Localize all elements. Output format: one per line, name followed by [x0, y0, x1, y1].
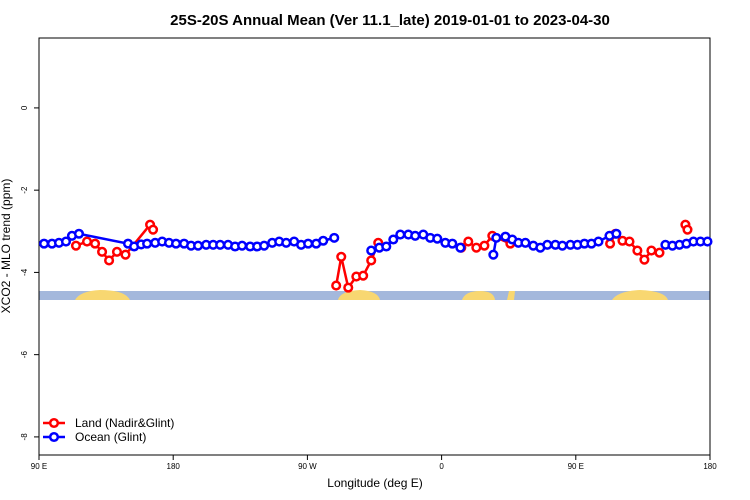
x-tick-label: 90 W [298, 462, 317, 471]
marker [358, 270, 369, 281]
marker [60, 236, 72, 247]
series [39, 228, 713, 260]
marker [303, 238, 314, 249]
marker [331, 280, 342, 291]
x-tick-label: 0 [439, 462, 444, 471]
marker [366, 255, 377, 266]
marker [654, 247, 665, 258]
legend-label: Land (Nadir&Glint) [75, 416, 174, 430]
marker [632, 245, 643, 256]
marker [463, 236, 474, 247]
marker [90, 238, 101, 249]
continent [612, 290, 668, 300]
marker [488, 249, 499, 260]
marker [639, 254, 650, 265]
marker [343, 282, 354, 293]
marker [81, 236, 93, 247]
y-tick-label: 0 [20, 105, 29, 110]
marker [479, 240, 490, 251]
y-tick-label: -4 [20, 268, 29, 276]
plot-frame [38, 37, 711, 456]
marker [491, 232, 502, 243]
y-tick-label: -6 [20, 351, 29, 359]
marker [104, 255, 115, 266]
marker [520, 237, 531, 248]
marker [237, 240, 248, 251]
marker [624, 236, 635, 247]
marker [682, 224, 693, 235]
marker [471, 242, 482, 253]
marker [97, 246, 108, 257]
y-tick-label: -2 [20, 186, 29, 194]
continent [507, 291, 515, 300]
x-tick-label: 90 E [568, 462, 584, 471]
marker [388, 234, 399, 245]
marker [557, 240, 568, 251]
marker [611, 228, 622, 239]
chart-title: 25S-20S Annual Mean (Ver 11.1_late) 2019… [170, 12, 610, 29]
marker [336, 251, 347, 262]
legend-label: Ocean (Glint) [75, 430, 146, 444]
marker [432, 233, 443, 244]
map-strip [39, 290, 710, 300]
marker [329, 232, 340, 243]
marker [605, 238, 616, 249]
marker [70, 240, 82, 251]
marker [142, 238, 153, 249]
marker [170, 238, 182, 249]
marker [702, 236, 713, 247]
marker [120, 249, 131, 260]
continent [462, 291, 495, 300]
marker [447, 238, 458, 249]
marker [259, 240, 270, 251]
marker [148, 224, 159, 235]
x-tick-label: 180 [703, 462, 717, 471]
marker [73, 228, 85, 239]
marker [593, 236, 604, 247]
marker [395, 229, 406, 240]
x-axis-label: Longitude (deg E) [327, 476, 422, 490]
marker [39, 238, 50, 249]
x-tick-label: 90 E [31, 462, 47, 471]
continent [75, 290, 130, 300]
legend-marker [48, 417, 60, 429]
series [70, 219, 693, 293]
marker [193, 240, 204, 251]
x-tick-label: 180 [167, 462, 181, 471]
y-axis-label: XCO2 - MLO trend (ppm) [0, 179, 13, 314]
marker [410, 230, 421, 241]
marker [542, 239, 553, 250]
marker [646, 245, 657, 256]
marker [318, 235, 329, 246]
y-tick-label: -8 [20, 433, 29, 441]
marker [366, 245, 377, 256]
marker [111, 246, 123, 257]
marker [455, 242, 466, 253]
legend-marker [48, 431, 60, 443]
series-line [75, 222, 689, 291]
marker [281, 237, 292, 248]
marker [381, 241, 392, 252]
marker [215, 239, 226, 250]
